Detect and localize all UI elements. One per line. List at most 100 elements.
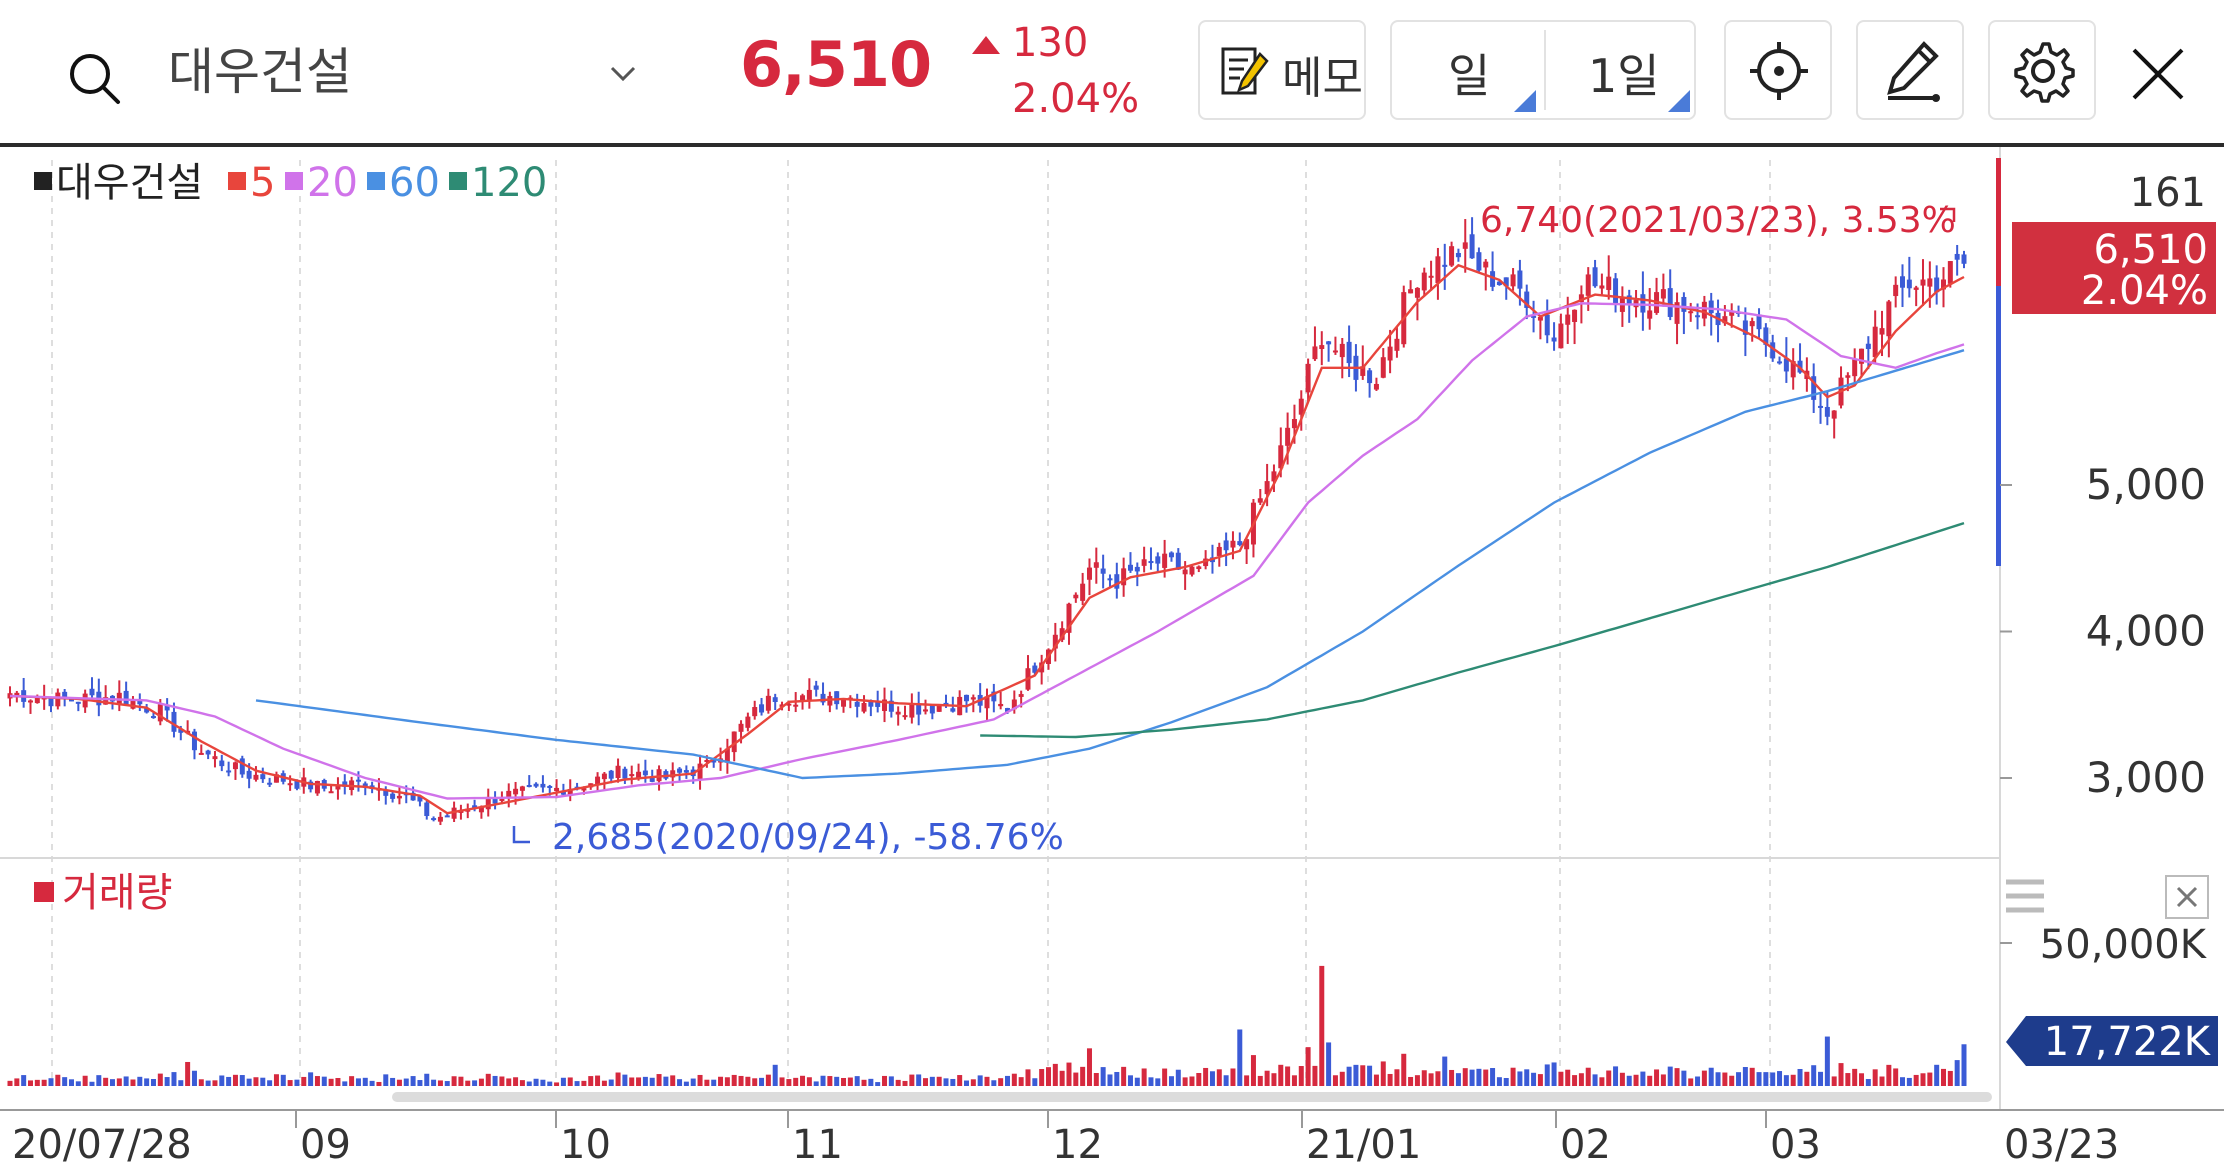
price-change-pct: 2.04% [1012, 76, 1140, 122]
candle-body [1934, 277, 1940, 293]
x-tick-label: 03/23 [2004, 1122, 2119, 1168]
drawing-button[interactable] [1856, 20, 1964, 120]
candle-body [1237, 541, 1243, 546]
volume-bar [150, 1079, 156, 1086]
candle-body [478, 806, 484, 813]
volume-bar [1886, 1064, 1892, 1086]
candle-body [854, 701, 860, 707]
volume-bar [437, 1080, 443, 1086]
candle-body [567, 788, 573, 796]
volume-bar [1312, 1065, 1318, 1086]
candle-body [560, 790, 566, 795]
volume-bar [902, 1080, 908, 1086]
volume-bar [171, 1072, 177, 1086]
volume-bar [355, 1078, 361, 1086]
volume-legend-label: 거래량 [62, 870, 172, 916]
volume-bar [1551, 1062, 1557, 1086]
volume-bar [834, 1076, 840, 1086]
volume-bar [1558, 1071, 1564, 1086]
candle-body [1168, 552, 1174, 558]
stock-name-selector[interactable]: 대우건설 [168, 43, 352, 101]
candle-body [1544, 314, 1550, 336]
candle-body [1886, 301, 1892, 337]
candle-body [1906, 279, 1912, 289]
candle-body [164, 704, 170, 711]
volume-bar [1722, 1072, 1728, 1086]
chevron-down-icon[interactable] [608, 62, 638, 86]
candle-body [1018, 694, 1024, 697]
volume-bar [424, 1073, 430, 1086]
volume-bar [1660, 1074, 1666, 1086]
candle-body [1278, 445, 1284, 469]
volume-scrollbar[interactable] [392, 1092, 1992, 1102]
close-icon[interactable] [2128, 44, 2188, 104]
right-axis-red-bar [1996, 158, 2001, 286]
candle-body [314, 780, 320, 794]
candle-body [55, 692, 61, 707]
candle-body [923, 709, 929, 712]
volume-bar [157, 1073, 163, 1086]
candle-body [1011, 699, 1017, 710]
volume-bar [232, 1074, 238, 1086]
candle-body [130, 700, 136, 709]
volume-bar [806, 1077, 812, 1086]
volume-bar [554, 1082, 560, 1086]
volume-bar [362, 1077, 368, 1086]
volume-bar [478, 1078, 484, 1086]
crosshair-button[interactable] [1724, 20, 1832, 120]
high-marker-icon [1940, 207, 1956, 222]
candle-body [212, 756, 218, 760]
volume-bar [1223, 1075, 1229, 1086]
candle-body [656, 769, 662, 782]
search-icon[interactable] [66, 50, 122, 106]
volume-bar [410, 1076, 416, 1086]
volume-bar [1059, 1070, 1065, 1086]
right-axis-blue-bar [1996, 286, 2001, 566]
stock-chart[interactable]: 대우건설 5 20 60 120 거래량 6,740(2021/03/23), 3.5… [0, 147, 2224, 1168]
period-selector[interactable]: 일 1일 [1390, 20, 1696, 120]
volume-bar [1961, 1044, 1967, 1086]
volume-bar [75, 1081, 81, 1086]
price-tick-label: 3,000 [2086, 753, 2206, 802]
volume-bar [1681, 1070, 1687, 1086]
settings-button[interactable] [1988, 20, 2096, 120]
candle-body [772, 697, 778, 703]
volume-bar [1756, 1072, 1762, 1086]
volume-bar [164, 1077, 170, 1086]
candle-body [1264, 481, 1270, 495]
interval-label[interactable]: 1일 [1588, 49, 1660, 103]
volume-bar [1134, 1077, 1140, 1086]
volume-bar [1298, 1066, 1304, 1086]
volume-bar [936, 1076, 942, 1086]
volume-bar [1695, 1076, 1701, 1086]
volume-bar [745, 1076, 751, 1086]
volume-bar [1203, 1067, 1209, 1086]
volume-close-button[interactable] [2165, 875, 2209, 919]
volume-bar [636, 1077, 642, 1086]
candle-body [1298, 398, 1304, 415]
volume-bar [506, 1078, 512, 1086]
volume-bar [1346, 1066, 1352, 1086]
volume-bar [1920, 1073, 1926, 1086]
ma-line-20 [9, 302, 1965, 800]
crosshair-icon [1750, 42, 1808, 100]
candle-body [642, 770, 648, 776]
ma-line-60 [255, 349, 1965, 780]
high-annotation: 6,740(2021/03/23), 3.53% [1480, 200, 1956, 241]
candlesticks [7, 217, 1967, 826]
volume-bar [1640, 1071, 1646, 1086]
candle-body [437, 816, 443, 822]
volume-bar [1326, 1042, 1332, 1086]
volume-bar [663, 1076, 669, 1086]
volume-bar [48, 1078, 54, 1086]
volume-bar [854, 1076, 860, 1086]
memo-button[interactable]: 메모 [1198, 20, 1366, 120]
candle-body [1196, 566, 1202, 570]
volume-menu-icon[interactable] [2006, 879, 2044, 913]
volume-bar [1237, 1029, 1243, 1086]
candle-body [103, 697, 109, 705]
legend-ma-swatch [367, 172, 385, 190]
candle-body [1305, 363, 1311, 393]
volume-bar [1811, 1065, 1817, 1086]
volume-bar [212, 1080, 218, 1086]
